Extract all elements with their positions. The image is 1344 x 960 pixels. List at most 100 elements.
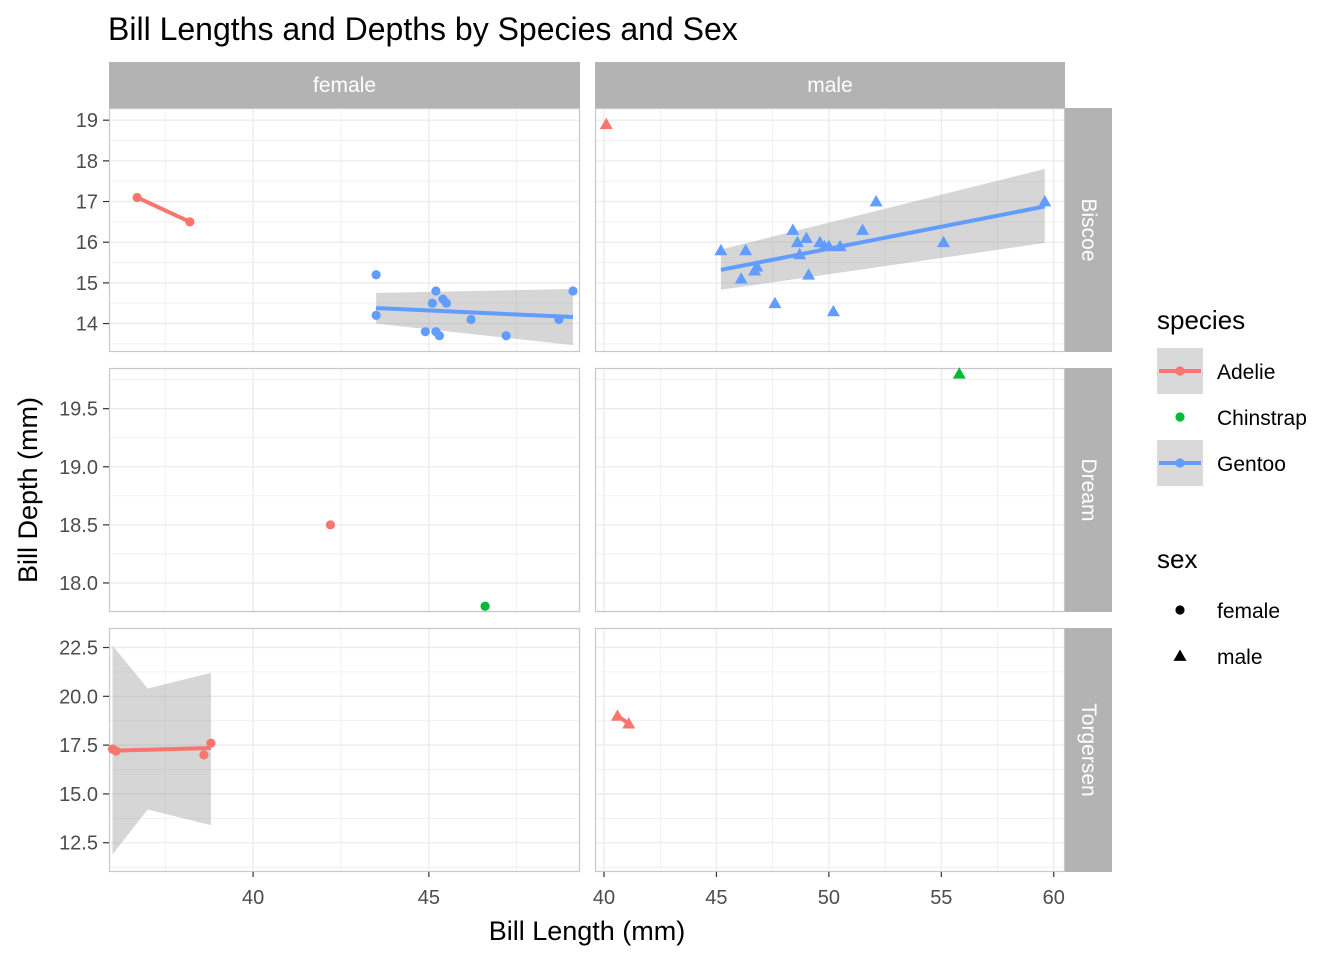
x-tick-label: 45	[705, 887, 727, 909]
panel-background	[595, 628, 1065, 872]
legend-key-point	[1175, 366, 1185, 376]
point-gentoo-male	[734, 272, 748, 284]
y-tick-label: 19.5	[59, 399, 98, 421]
fit-line-adelie	[136, 195, 191, 224]
legend-title-sex: sex	[1157, 544, 1197, 574]
point-gentoo-female	[427, 298, 437, 308]
chart-title: Bill Lengths and Depths by Species and S…	[108, 11, 738, 47]
y-tick-label: 18.0	[59, 573, 98, 595]
point-gentoo-male	[937, 235, 951, 248]
x-tick-label: 40	[242, 887, 264, 909]
marks-female-torgersen	[107, 645, 216, 855]
legend-key-point	[1175, 412, 1185, 422]
point-adelie-female	[111, 746, 121, 756]
legend: species sex Adelie Chinstrap Gentoo female m…	[1157, 305, 1307, 669]
point-adelie-male	[599, 117, 613, 130]
legend-key-shape-male	[1173, 649, 1187, 661]
point-adelie-female	[199, 750, 209, 760]
point-chinstrap-male	[952, 367, 966, 379]
marks-female-dream	[325, 520, 490, 611]
panel-background	[109, 368, 580, 612]
point-gentoo-female	[371, 310, 381, 320]
point-gentoo-male	[750, 260, 764, 272]
legend-label-chinstrap: Chinstrap	[1217, 407, 1307, 430]
x-tick-label: 40	[593, 887, 615, 909]
marks-male-torgersen	[610, 709, 636, 729]
point-chinstrap-female	[480, 601, 490, 611]
point-gentoo-female	[501, 331, 511, 341]
point-adelie-female	[132, 192, 142, 203]
marks-male-biscoe	[599, 117, 1052, 317]
strip-biscoe	[1065, 108, 1112, 352]
panel-male-dream	[594, 367, 1066, 613]
point-gentoo-male	[714, 243, 728, 256]
fit-layer	[112, 645, 211, 855]
panel-female-biscoe	[108, 107, 581, 353]
point-gentoo-female	[554, 314, 564, 325]
y-tick-label: 18	[76, 151, 98, 173]
panel-background	[109, 108, 580, 352]
legend-key-point	[1175, 458, 1185, 468]
panel-border	[594, 107, 1066, 353]
point-adelie-female	[185, 217, 195, 227]
point-adelie-male	[622, 717, 636, 729]
point-gentoo-female	[431, 286, 441, 296]
legend-label-adelie: Adelie	[1217, 361, 1275, 384]
y-tick-label: 14	[76, 314, 98, 336]
strip-label-torgersen: Torgersen	[1077, 703, 1100, 796]
y-tick-label: 19	[76, 110, 98, 132]
y-tick-label: 17	[76, 192, 98, 214]
y-tick-label: 15	[76, 273, 98, 295]
legend-key-chinstrap	[1175, 412, 1185, 422]
strip-label-biscoe: Biscoe	[1077, 198, 1100, 261]
point-gentoo-male	[802, 268, 816, 280]
panel-female-dream	[108, 367, 581, 613]
panel-male-torgersen	[594, 627, 1066, 873]
point-gentoo-male	[786, 223, 800, 235]
point-gentoo-male	[822, 239, 836, 252]
y-axis-ticks: 14 15 16 17 18 19 18.0 18.5 19.0 19.5 12.5 15.0 17.5…	[59, 110, 109, 855]
fit-line-gentoo	[720, 204, 1046, 272]
x-axis-title: Bill Length (mm)	[489, 916, 686, 946]
panel-border	[108, 107, 581, 353]
y-tick-label: 12.5	[59, 833, 98, 855]
panel-border	[594, 627, 1066, 873]
x-axis-ticks: 40 45 40 45 50 55 60	[242, 872, 1065, 909]
y-tick-label: 20.0	[59, 686, 98, 708]
point-gentoo-male	[793, 247, 807, 260]
y-tick-label: 19.0	[59, 457, 98, 479]
legend-keys: Adelie Chinstrap Gentoo female male	[1157, 348, 1307, 669]
y-tick-label: 17.5	[59, 735, 98, 757]
legend-title-species: species	[1157, 305, 1245, 335]
facet-strips: female male Biscoe Dream Torgersen	[109, 62, 1112, 872]
x-tick-label: 60	[1043, 887, 1065, 909]
x-tick-label: 50	[818, 887, 840, 909]
x-tick-label: 55	[930, 887, 952, 909]
point-gentoo-female	[466, 314, 476, 325]
point-gentoo-male	[833, 239, 847, 252]
fit-line-adelie	[112, 746, 211, 753]
strip-label-male: male	[807, 74, 853, 97]
y-axis-title: Bill Depth (mm)	[13, 397, 43, 583]
point-gentoo-female	[441, 298, 452, 308]
y-tick-label: 16	[76, 232, 98, 254]
point-gentoo-male	[790, 235, 804, 248]
point-adelie-female	[206, 738, 216, 748]
panel-border	[594, 367, 1066, 613]
confidence-band-gentoo	[720, 169, 1045, 290]
legend-key-shape-female	[1175, 605, 1185, 615]
legend-key-gentoo	[1157, 440, 1203, 486]
strip-female	[109, 62, 580, 108]
point-gentoo-female	[420, 327, 430, 337]
y-tick-label: 15.0	[59, 784, 98, 806]
point-gentoo-female	[434, 331, 445, 341]
point-adelie-female	[325, 520, 336, 530]
x-tick-label: 45	[418, 887, 440, 909]
strip-label-female: female	[313, 74, 376, 97]
strip-male	[595, 62, 1065, 108]
point-gentoo-female	[568, 286, 578, 296]
point-gentoo-male	[768, 296, 782, 309]
fit-layer	[720, 169, 1046, 290]
legend-label-male: male	[1217, 646, 1263, 669]
